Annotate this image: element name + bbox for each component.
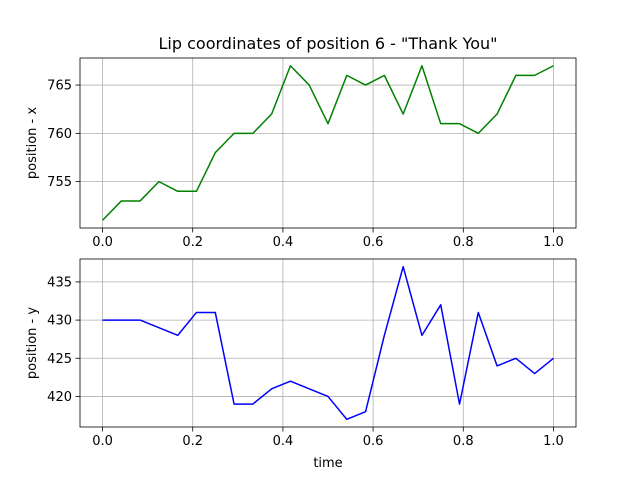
chart-1-y-tick-label-3: 435 (47, 275, 72, 290)
chart-0-y-tick-label-1: 760 (47, 127, 72, 142)
chart-1-x-tick-label-3: 0.6 (363, 434, 384, 449)
chart-1-y-axis-label: position - y (25, 307, 40, 379)
chart-1-y-tick-label-2: 430 (47, 314, 72, 329)
chart-1-x-tick-label-4: 0.8 (453, 434, 474, 449)
chart-1-x-axis-label: time (313, 456, 342, 471)
chart-1-x-tick-label-2: 0.4 (273, 434, 294, 449)
chart-0-title: Lip coordinates of position 6 - "Thank Y… (159, 34, 498, 53)
chart-0-plot-frame (79, 57, 577, 229)
chart-0-x-tick-label-5: 1.0 (543, 235, 564, 250)
chart-1-y-tick-label-0: 420 (47, 390, 72, 405)
chart-1-x-tick-label-5: 1.0 (543, 434, 564, 449)
chart-0-x-tick-label-2: 0.4 (273, 235, 294, 250)
chart-1-axes: 0.0 0.2 0.4 0.6 0.8 1.0 420 425 430 435 position -… (25, 258, 577, 471)
chart-0-x-tick-label-1: 0.2 (182, 235, 203, 250)
chart-0-series-0-line (102, 64, 554, 221)
chart-0-x-tick-label-4: 0.8 (453, 235, 474, 250)
chart-1-x-tick-label-1: 0.2 (182, 434, 203, 449)
chart-1-series-0-line (102, 265, 554, 421)
chart-0-y-tick-label-2: 765 (47, 79, 72, 94)
chart-0-y-tick-label-0: 755 (47, 175, 72, 190)
chart-0-x-tick-label-0: 0.0 (92, 235, 113, 250)
chart-1-plot-frame (79, 258, 577, 428)
chart-1-y-tick-label-1: 425 (47, 352, 72, 367)
chart-0-y-axis-label: position - x (25, 107, 40, 179)
chart-1-x-tick-label-0: 0.0 (92, 434, 113, 449)
chart-0-axes: 0.0 0.2 0.4 0.6 0.8 1.0 755 760 765 position - x L… (25, 34, 577, 250)
chart-0-x-tick-label-3: 0.6 (363, 235, 384, 250)
